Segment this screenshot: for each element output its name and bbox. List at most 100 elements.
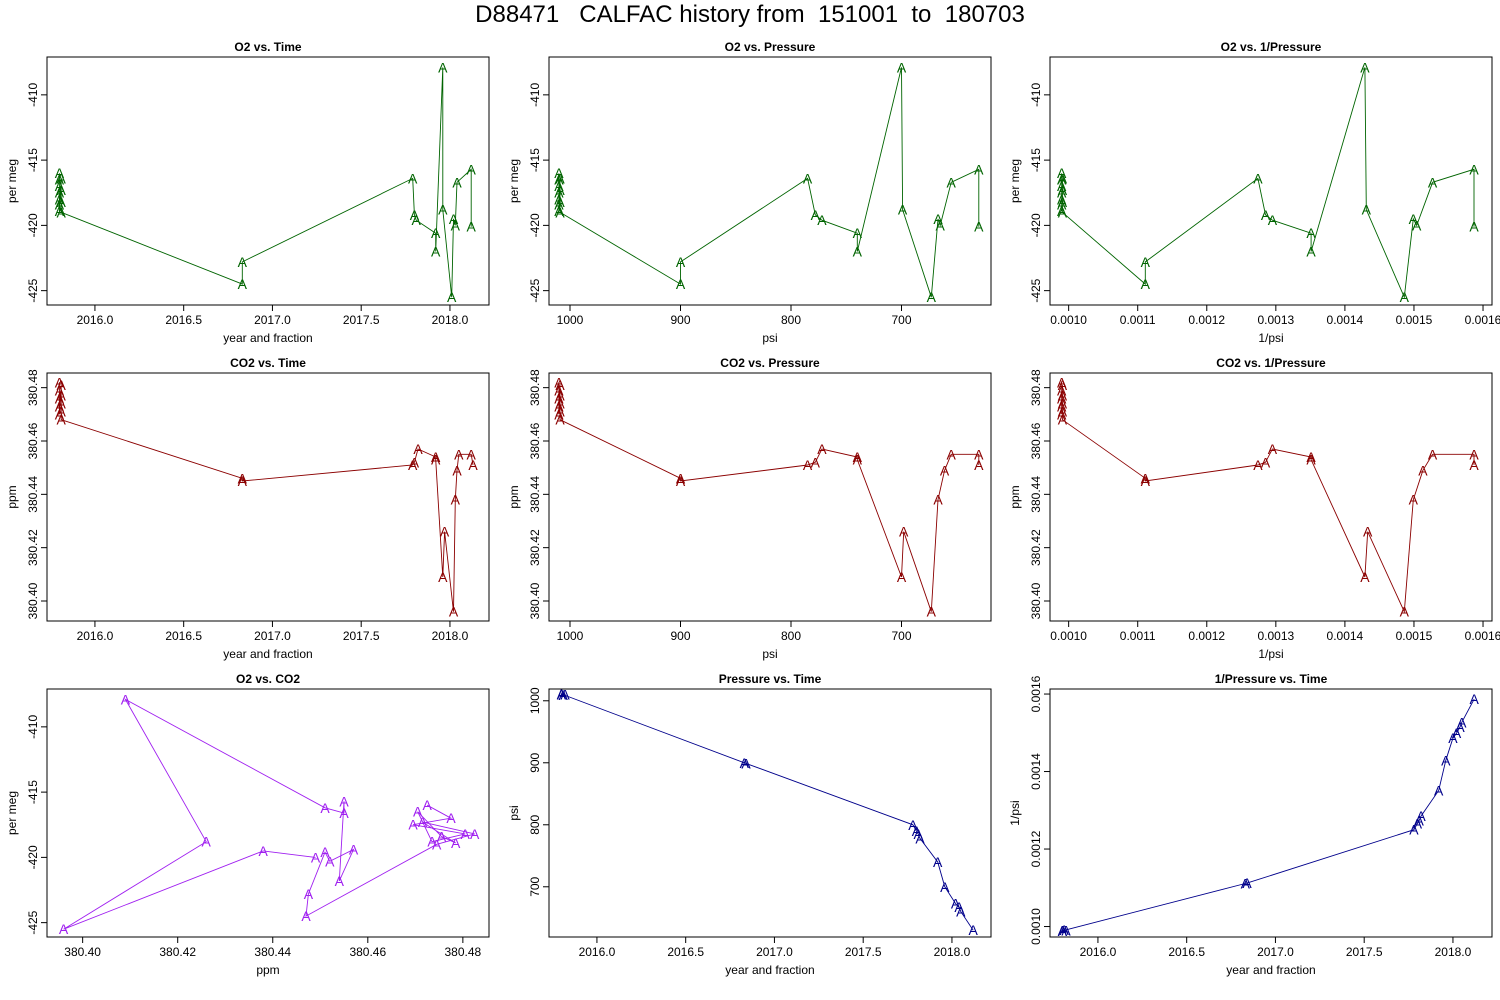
data-point-marker: A [1418,462,1428,478]
x-tick-label: 2017.5 [343,629,380,643]
series-line [1061,67,1475,299]
x-tick-label: 380.44 [254,945,291,959]
series-line [58,382,474,612]
data-point-marker: A [1057,390,1067,406]
data-point-marker: A [1469,446,1479,462]
data-point-marker: A [467,161,477,177]
data-point-marker: A [1268,212,1278,228]
x-tick-label: 2017.0 [756,945,793,959]
data-point-marker: A [1428,446,1438,462]
data-point-marker: A [57,170,67,186]
data-point-marker: A [427,834,437,850]
data-point-marker: A [55,406,65,422]
y-tick-label: -425 [1029,278,1043,302]
data-point-marker: A [461,826,471,842]
data-point-marker: A [57,194,67,210]
data-point-marker: A [1455,719,1465,735]
data-point-marker: A [974,446,984,462]
x-tick-label: 800 [781,629,801,643]
data-point-marker: A [817,441,827,457]
data-point-marker: A [202,834,212,850]
y-axis-label: per meg [507,159,521,203]
data-point-marker: A [1415,812,1425,828]
data-point-marker: A [554,406,564,422]
y-axis-label: 1/psi [1008,800,1022,825]
data-point-marker: A [1409,211,1419,227]
data-point-marker: A [554,398,564,414]
chart-panel: O2 vs. Time 2016.0 2016.5 2017.0 2017.5 2018.… [5,40,490,345]
data-point-marker: A [557,686,567,702]
data-point-marker: A [454,446,464,462]
y-axis-label: per meg [1008,159,1022,203]
data-point-marker: A [740,755,750,771]
data-point-marker: A [57,182,67,198]
x-tick-label: 0.0016 [1465,313,1500,327]
data-point-marker: A [55,203,65,219]
data-point-marker: A [933,492,943,508]
data-point-marker: A [1057,165,1067,181]
data-point-marker: A [1141,473,1151,489]
data-point-marker: A [1360,59,1370,75]
data-point-marker: A [947,174,957,190]
data-point-marker: A [817,212,827,228]
x-tick-label: 0.0011 [1120,629,1156,643]
data-point-marker: A [410,207,420,223]
data-point-marker: A [555,194,565,210]
data-point-marker: A [413,804,423,820]
data-point-marker: A [1057,406,1067,422]
y-tick-label: -410 [1029,83,1043,107]
data-point-marker: A [554,197,564,213]
x-tick-label: 0.0012 [1188,629,1225,643]
y-tick-label: 380.42 [26,529,40,566]
data-point-marker: A [676,473,686,489]
plot-frame [46,56,490,306]
data-point-marker: A [413,441,423,457]
series-line [1062,698,1475,932]
data-point-marker: A [554,390,564,406]
x-tick-label: 0.0015 [1396,629,1433,643]
data-point-marker: A [933,211,943,227]
data-point-marker: A [408,170,418,186]
data-point-marker: A [432,836,442,852]
data-point-marker: A [1057,191,1067,207]
series-line [58,67,472,298]
y-tick-label: -410 [26,715,40,739]
data-point-marker: A [1306,452,1316,468]
x-tick-label: 0.0014 [1327,629,1364,643]
data-point-marker: A [555,204,565,220]
x-tick-label: 800 [781,313,801,327]
chart-title: O2 vs. Time [234,40,301,54]
data-point-marker: A [335,873,345,889]
data-point-marker: A [238,276,248,292]
chart-title: O2 vs. Pressure [725,40,816,54]
x-tick-label: 2016.0 [77,313,114,327]
chart-title: Pressure vs. Time [719,672,822,686]
data-point-marker: A [1057,185,1067,201]
data-point-marker: A [555,388,565,404]
data-point-marker: A [1448,730,1458,746]
data-point-marker: A [897,569,907,585]
x-tick-label: 2016.5 [165,629,202,643]
data-point-marker: A [811,454,821,470]
x-tick-label: 2018.0 [432,629,469,643]
data-point-marker: A [238,470,248,486]
x-tick-label: 2016.5 [667,945,704,959]
data-point-marker: A [1457,714,1467,730]
x-axis-label: psi [762,647,777,661]
chart-panel: O2 vs. Pressure 1000 900 800 700 -425 -420 -415… [507,40,992,345]
x-tick-label: 1000 [557,629,584,643]
data-point-marker: A [933,854,943,870]
series-line [1061,382,1475,614]
chart-panel: CO2 vs. Pressure 1000 900 800 700 380.40 380.4… [507,356,992,661]
data-point-marker: A [451,217,461,233]
data-point-marker: A [915,830,925,846]
y-tick-label: -425 [26,278,40,302]
y-tick-label: -420 [528,213,542,237]
x-tick-label: 0.0010 [1050,629,1087,643]
x-tick-label: 380.46 [349,945,386,959]
data-point-marker: A [940,462,950,478]
y-axis-label: ppm [5,485,19,508]
x-tick-label: 2017.5 [845,945,882,959]
series-line [63,698,475,930]
chart-panel: 1/Pressure vs. Time 2016.0 2016.5 2017.0 201… [1008,672,1493,977]
